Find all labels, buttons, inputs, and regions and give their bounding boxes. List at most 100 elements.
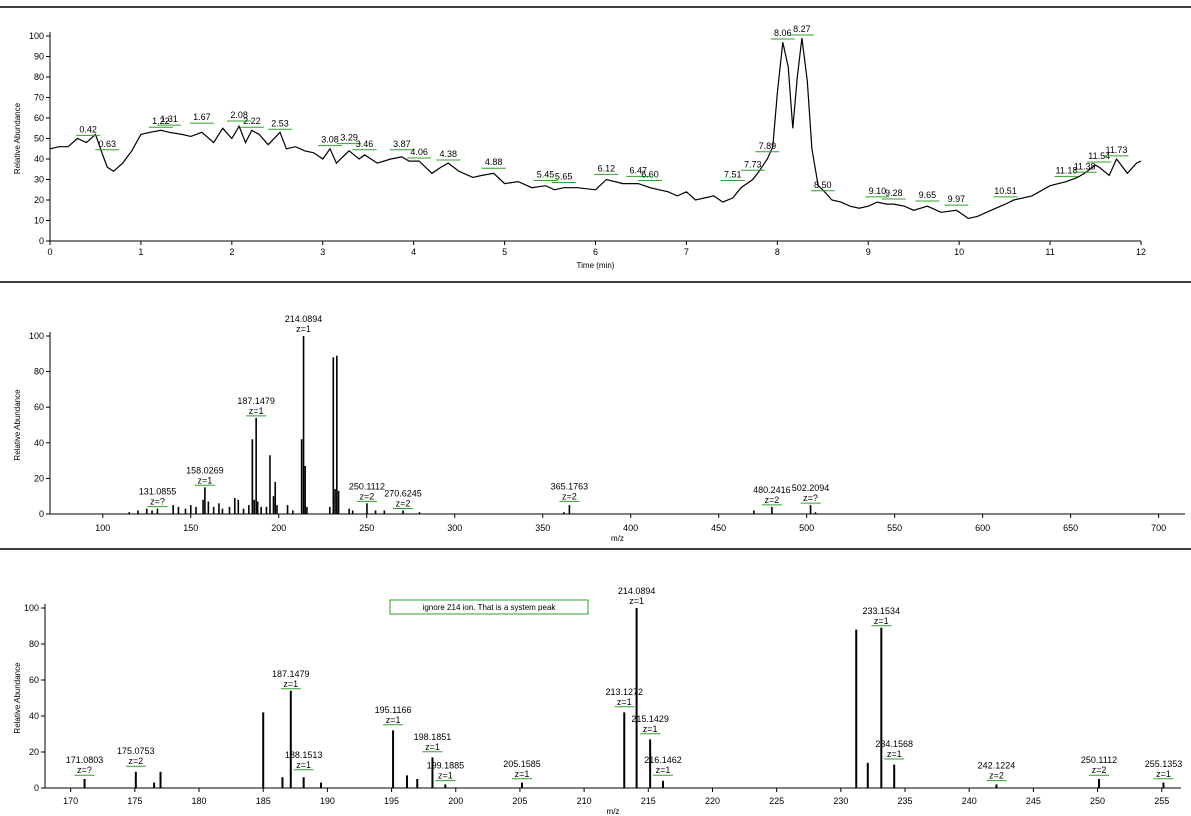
x-tick-label: 200: [448, 796, 463, 806]
y-tick-label: 0: [34, 783, 39, 793]
rt-label: 3.46: [356, 139, 374, 149]
x-tick-label: 3: [320, 247, 325, 257]
peak-mz-label: 250.1112: [1081, 755, 1117, 765]
x-tick-label: 210: [577, 796, 592, 806]
y-tick-label: 20: [34, 195, 44, 205]
rt-label: 0.63: [99, 139, 117, 149]
rt-label: 5.45: [537, 170, 555, 180]
peak-mz-label: 131.0855: [139, 487, 177, 497]
x-tick-label: 235: [898, 796, 913, 806]
x-tick-label: 185: [256, 796, 271, 806]
rt-label: 2.22: [243, 116, 261, 126]
rt-label: 9.10: [869, 186, 887, 196]
peak-mz-label: 171.0803: [66, 755, 104, 765]
rt-label: 3.08: [321, 135, 339, 145]
x-tick-label: 450: [711, 523, 726, 533]
y-tick-label: 60: [34, 113, 44, 123]
peak-charge-label: z=1: [874, 616, 889, 626]
rt-label: 6.47: [629, 165, 647, 175]
y-tick-label: 100: [29, 331, 44, 341]
y-tick-label: 90: [34, 52, 44, 62]
peak-mz-label: 195.1166: [375, 705, 412, 715]
peak-charge-label: z=1: [515, 769, 530, 779]
x-tick-label: 5: [502, 247, 507, 257]
peak-charge-label: z=2: [128, 756, 143, 766]
peak-charge-label: z=1: [249, 406, 264, 416]
peak-charge-label: z=1: [438, 771, 453, 781]
peak-mz-label: 214.0894: [285, 314, 323, 324]
x-tick-label: 4: [411, 247, 416, 257]
annotation-text: ignore 214 ion. That is a system peak: [423, 603, 557, 612]
peak-charge-label: z=1: [617, 697, 632, 707]
x-tick-label: 215: [641, 796, 656, 806]
peak-charge-label: z=1: [198, 475, 213, 485]
y-tick-label: 70: [34, 93, 44, 103]
peak-charge-label: z=2: [1092, 765, 1107, 775]
rt-label: 11.73: [1106, 145, 1128, 155]
y-tick-label: 20: [29, 747, 39, 757]
rt-label: 3.87: [393, 139, 411, 149]
y-axis-label: Relative Abundance: [13, 662, 22, 734]
peak-mz-label: 365.1763: [551, 481, 589, 491]
peak-charge-label: z=2: [989, 771, 1004, 781]
x-tick-label: 250: [359, 523, 374, 533]
peak-charge-label: z=?: [803, 493, 818, 503]
y-tick-label: 40: [34, 154, 44, 164]
rt-label: 8.27: [793, 24, 811, 34]
peak-mz-label: 480.2416: [753, 485, 791, 495]
x-tick-label: 500: [799, 523, 814, 533]
peak-mz-label: 250.1112: [349, 481, 385, 491]
x-tick-label: 0: [47, 247, 52, 257]
x-tick-label: 255: [1154, 796, 1169, 806]
peak-mz-label: 175.0753: [117, 746, 155, 756]
peak-charge-label: z=1: [296, 324, 311, 334]
peak-charge-label: z=1: [643, 724, 658, 734]
peak-mz-label: 213.1272: [605, 687, 643, 697]
peak-charge-label: z=2: [396, 498, 411, 508]
rt-label: 9.28: [885, 188, 903, 198]
x-tick-label: 600: [975, 523, 990, 533]
x-tick-label: 190: [320, 796, 335, 806]
x-tick-label: 6: [593, 247, 598, 257]
peak-mz-label: 233.1534: [863, 606, 901, 616]
y-axis-label: Relative Abundance: [13, 102, 22, 174]
rt-label: 7.51: [724, 170, 742, 180]
x-tick-label: 550: [887, 523, 902, 533]
tic-trace: [49, 38, 1142, 220]
y-tick-label: 20: [34, 473, 44, 483]
peak-mz-label: 199.1885: [427, 761, 465, 771]
rt-label: 4.88: [485, 157, 503, 167]
peak-charge-label: z=1: [1156, 769, 1171, 779]
peak-mz-label: 214.0894: [618, 586, 656, 596]
y-tick-label: 100: [24, 603, 39, 613]
rt-label: 7.73: [744, 159, 762, 169]
rt-label: 7.89: [759, 141, 777, 151]
rt-label: 11.18: [1056, 165, 1078, 175]
x-tick-label: 11: [1045, 247, 1054, 257]
y-tick-label: 40: [34, 438, 44, 448]
peak-charge-label: z=1: [887, 749, 902, 759]
peak-charge-label: z=2: [765, 495, 780, 505]
rt-label: 1.31: [160, 114, 178, 124]
peak-mz-label: 215.1429: [631, 714, 669, 724]
rt-label: 2.08: [230, 110, 248, 120]
rt-label: 6.60: [641, 170, 659, 180]
full-ms-spectrum-panel: 100 150 200 250 300 350 400 450 500 550 600 650 700 0…: [13, 314, 1185, 543]
x-tick-label: 170: [63, 796, 78, 806]
peak-charge-label: z=1: [386, 715, 401, 725]
x-tick-label: 12: [1136, 247, 1146, 257]
x-tick-label: 10: [954, 247, 964, 257]
peak-charge-label: z=1: [656, 765, 671, 775]
y-tick-label: 30: [34, 175, 44, 185]
x-tick-label: 9: [866, 247, 871, 257]
x-tick-label: 7: [684, 247, 689, 257]
y-tick-label: 60: [29, 675, 39, 685]
rt-label: 8.50: [814, 180, 832, 190]
rt-label: 10.51: [994, 186, 1017, 196]
peak-charge-label: z=?: [150, 497, 165, 507]
x-tick-label: 250: [1090, 796, 1105, 806]
y-axis-label: Relative Abundance: [13, 389, 22, 461]
x-tick-label: 195: [384, 796, 399, 806]
x-axis-label: m/z: [607, 807, 620, 816]
y-tick-label: 60: [34, 402, 44, 412]
